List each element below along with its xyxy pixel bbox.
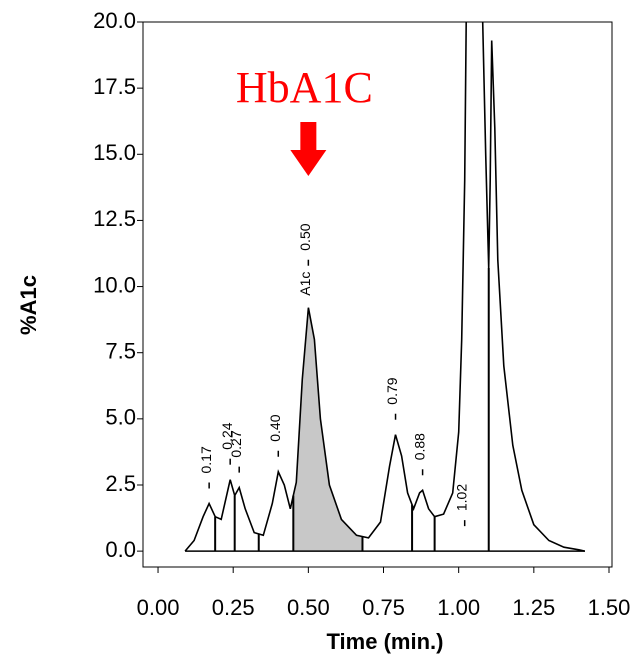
peak-label: 0.17 [198, 446, 214, 473]
x-tick-label: 0.75 [362, 595, 405, 620]
peak-label: 0.40 [267, 414, 283, 441]
peak-label: 0.79 [384, 377, 400, 404]
y-tick-label: 0.0 [105, 537, 136, 562]
y-tick-label: 2.5 [105, 471, 136, 496]
y-axis-label: %A1c [16, 275, 41, 335]
shaded-peak [293, 307, 363, 552]
plot-area [184, 22, 586, 552]
chromatogram-line [184, 22, 586, 552]
highlight-label: HbA1C [236, 63, 373, 112]
y-tick-label: 5.0 [105, 405, 136, 430]
peak-annotation: A1c [297, 272, 313, 296]
x-axis-label: Time (min.) [327, 629, 444, 654]
peak-label: 1.02 [453, 484, 469, 511]
y-tick-label: 20.0 [93, 8, 136, 33]
peak-label: 0.50 [297, 223, 313, 250]
peak-label: 0.27 [228, 430, 244, 457]
x-tick-label: 0.50 [287, 595, 330, 620]
x-tick-label: 1.25 [512, 595, 555, 620]
x-tick-label: 1.00 [437, 595, 480, 620]
plot-frame [142, 21, 613, 568]
y-tick-label: 10.0 [93, 272, 136, 297]
peak-label: 0.88 [411, 433, 427, 460]
highlight-arrow [290, 122, 327, 176]
y-tick-label: 12.5 [93, 206, 136, 231]
x-tick-label: 0.25 [212, 595, 255, 620]
y-tick-label: 7.5 [105, 339, 136, 364]
x-tick-label: 1.50 [588, 595, 631, 620]
y-tick-label: 17.5 [93, 74, 136, 99]
peak-label: 0.24 [219, 422, 235, 449]
y-tick-label: 15.0 [93, 140, 136, 165]
x-tick-label: 0.00 [137, 595, 180, 620]
